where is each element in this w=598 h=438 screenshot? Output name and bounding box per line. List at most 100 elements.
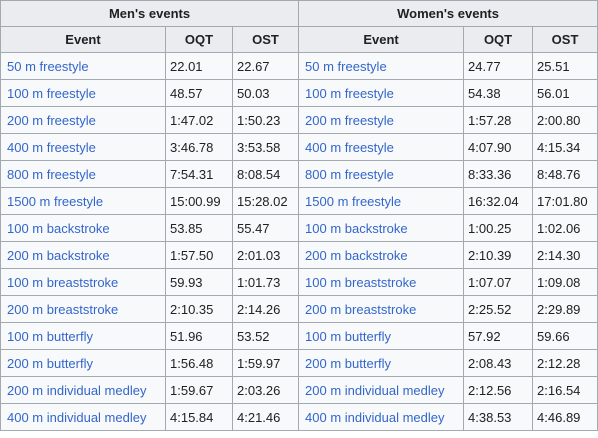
women-event-cell: 100 m butterfly: [298, 322, 465, 350]
women-oqt-cell: 2:25.52: [463, 295, 534, 323]
men-ost-cell: 55.47: [231, 214, 300, 242]
women-event-link[interactable]: 200 m backstroke: [305, 247, 408, 263]
women-ost-cell: 4:15.34: [532, 133, 598, 161]
womens-ost-column-header: OST: [532, 26, 598, 53]
men-oqt-cell: 53.85: [165, 214, 233, 242]
women-event-link[interactable]: 50 m freestyle: [305, 58, 387, 74]
men-event-link[interactable]: 100 m butterfly: [7, 328, 93, 344]
men-oqt-cell: 1:47.02: [165, 106, 233, 134]
women-oqt-cell: 2:10.39: [463, 241, 534, 269]
women-event-link[interactable]: 800 m freestyle: [305, 166, 394, 182]
women-oqt-cell: 4:38.53: [463, 403, 534, 431]
table-row: 100 m freestyle 48.57 50.03 100 m freestyle…: [0, 79, 598, 107]
women-ost-cell: 4:46.89: [532, 403, 598, 431]
women-oqt-cell: 54.38: [463, 79, 534, 107]
men-event-link[interactable]: 200 m breaststroke: [7, 301, 119, 317]
mens-oqt-column-header: OQT: [165, 26, 233, 53]
women-event-link[interactable]: 400 m freestyle: [305, 139, 394, 155]
men-event-link[interactable]: 400 m freestyle: [7, 139, 96, 155]
table-body: 50 m freestyle 22.01 22.67 50 m freestyle 24…: [0, 52, 598, 431]
men-event-link[interactable]: 50 m freestyle: [7, 58, 89, 74]
women-ost-cell: 25.51: [532, 52, 598, 80]
women-ost-cell: 2:14.30: [532, 241, 598, 269]
mens-events-header: Men's events: [0, 0, 300, 27]
men-event-link[interactable]: 100 m breaststroke: [7, 274, 119, 290]
men-event-cell: 800 m freestyle: [0, 160, 166, 188]
women-oqt-cell: 1:00.25: [463, 214, 534, 242]
women-event-link[interactable]: 100 m freestyle: [305, 85, 394, 101]
women-event-cell: 200 m backstroke: [298, 241, 465, 269]
men-oqt-cell: 7:54.31: [165, 160, 233, 188]
men-oqt-cell: 1:59.67: [165, 376, 233, 404]
women-ost-cell: 8:48.76: [532, 160, 598, 188]
womens-events-header: Women's events: [298, 0, 598, 27]
women-event-cell: 400 m freestyle: [298, 133, 465, 161]
men-event-link[interactable]: 200 m individual medley: [7, 382, 147, 398]
men-event-link[interactable]: 800 m freestyle: [7, 166, 96, 182]
men-event-link[interactable]: 400 m individual medley: [7, 409, 147, 425]
men-ost-cell: 15:28.02: [231, 187, 300, 215]
men-event-cell: 100 m butterfly: [0, 322, 166, 350]
women-oqt-cell: 2:12.56: [463, 376, 534, 404]
men-oqt-cell: 1:56.48: [165, 349, 233, 377]
women-oqt-cell: 1:07.07: [463, 268, 534, 296]
men-event-link[interactable]: 200 m butterfly: [7, 355, 93, 371]
table-row: 100 m butterfly 51.96 53.52 100 m butterfly…: [0, 322, 598, 350]
men-event-cell: 1500 m freestyle: [0, 187, 166, 215]
women-event-link[interactable]: 100 m breaststroke: [305, 274, 417, 290]
men-event-cell: 400 m individual medley: [0, 403, 166, 431]
men-event-link[interactable]: 100 m backstroke: [7, 220, 110, 236]
group-header-row: Men's events Women's events: [0, 0, 598, 27]
men-event-link[interactable]: 1500 m freestyle: [7, 193, 104, 209]
men-event-cell: 100 m breaststroke: [0, 268, 166, 296]
women-event-link[interactable]: 200 m individual medley: [305, 382, 445, 398]
women-ost-cell: 59.66: [532, 322, 598, 350]
table-row: 50 m freestyle 22.01 22.67 50 m freestyle 24…: [0, 52, 598, 80]
men-event-link[interactable]: 100 m freestyle: [7, 85, 96, 101]
mens-ost-column-header: OST: [231, 26, 300, 53]
table-row: 1500 m freestyle 15:00.99 15:28.02 1500 m f…: [0, 187, 598, 215]
men-event-cell: 400 m freestyle: [0, 133, 166, 161]
table-row: 200 m freestyle 1:47.02 1:50.23 200 m frees…: [0, 106, 598, 134]
women-event-cell: 200 m butterfly: [298, 349, 465, 377]
women-event-link[interactable]: 100 m butterfly: [305, 328, 392, 344]
men-ost-cell: 8:08.54: [231, 160, 300, 188]
women-ost-cell: 2:29.89: [532, 295, 598, 323]
men-ost-cell: 2:01.03: [231, 241, 300, 269]
men-event-link[interactable]: 200 m freestyle: [7, 112, 96, 128]
table-row: 200 m breaststroke 2:10.35 2:14.26 200 m br…: [0, 295, 598, 323]
women-event-link[interactable]: 200 m freestyle: [305, 112, 394, 128]
women-event-cell: 200 m freestyle: [298, 106, 465, 134]
column-header-row: Event OQT OST Event OQT OST: [0, 26, 598, 53]
women-ost-cell: 2:00.80: [532, 106, 598, 134]
men-event-cell: 200 m individual medley: [0, 376, 166, 404]
womens-oqt-column-header: OQT: [463, 26, 534, 53]
women-event-link[interactable]: 1500 m freestyle: [305, 193, 402, 209]
men-event-cell: 200 m butterfly: [0, 349, 166, 377]
table-row: 400 m freestyle 3:46.78 3:53.58 400 m frees…: [0, 133, 598, 161]
table-row: 800 m freestyle 7:54.31 8:08.54 800 m frees…: [0, 160, 598, 188]
women-ost-cell: 56.01: [532, 79, 598, 107]
women-event-cell: 100 m backstroke: [298, 214, 465, 242]
men-oqt-cell: 59.93: [165, 268, 233, 296]
women-event-link[interactable]: 200 m butterfly: [305, 355, 392, 371]
women-event-link[interactable]: 200 m breaststroke: [305, 301, 417, 317]
men-oqt-cell: 51.96: [165, 322, 233, 350]
men-ost-cell: 1:59.97: [231, 349, 300, 377]
men-oqt-cell: 22.01: [165, 52, 233, 80]
men-ost-cell: 2:14.26: [231, 295, 300, 323]
women-ost-cell: 17:01.80: [532, 187, 598, 215]
men-ost-cell: 1:01.73: [231, 268, 300, 296]
table-row: 400 m individual medley 4:15.84 4:21.46 400…: [0, 403, 598, 431]
women-event-link[interactable]: 400 m individual medley: [305, 409, 445, 425]
women-event-link[interactable]: 100 m backstroke: [305, 220, 408, 236]
men-ost-cell: 53.52: [231, 322, 300, 350]
mens-event-column-header: Event: [0, 26, 166, 53]
men-ost-cell: 4:21.46: [231, 403, 300, 431]
men-oqt-cell: 3:46.78: [165, 133, 233, 161]
women-oqt-cell: 4:07.90: [463, 133, 534, 161]
men-ost-cell: 3:53.58: [231, 133, 300, 161]
men-event-link[interactable]: 200 m backstroke: [7, 247, 110, 263]
women-event-cell: 100 m freestyle: [298, 79, 465, 107]
